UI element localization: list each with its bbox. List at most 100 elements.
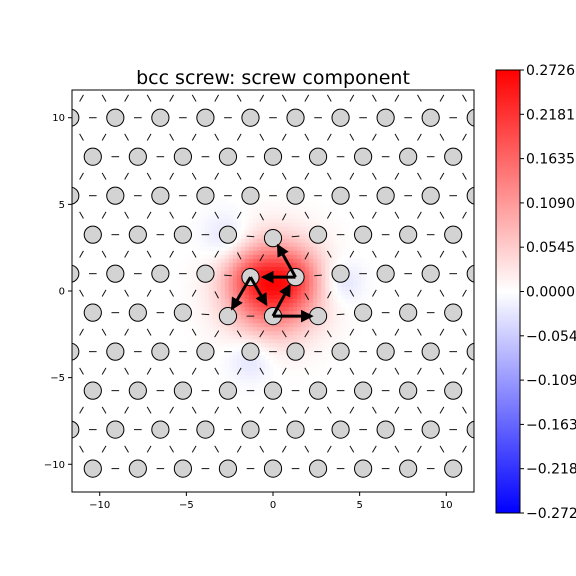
displacement-tick	[79, 328, 84, 336]
heatmap-cell	[244, 226, 250, 232]
heatmap-cell	[309, 355, 314, 360]
displacement-tick	[349, 133, 355, 141]
colorbar-tick-label: −0.1635	[526, 417, 576, 433]
heatmap-cell	[309, 274, 314, 280]
heatmap-cell	[369, 286, 375, 292]
atom	[151, 186, 170, 205]
heatmap-cell	[240, 266, 246, 272]
heatmap-cell	[236, 327, 242, 332]
heatmap-cell	[337, 214, 342, 220]
heatmap-cell	[325, 323, 330, 328]
displacement-tick	[304, 293, 310, 301]
atom	[173, 381, 192, 400]
heatmap-cell	[365, 282, 371, 288]
heatmap-cell	[236, 319, 242, 324]
heatmap-cell	[297, 295, 302, 300]
heatmap-cell	[232, 347, 238, 352]
heatmap-cell	[236, 230, 242, 236]
heatmap-cell	[289, 262, 294, 268]
heatmap-cell	[216, 210, 222, 216]
heatmap-cell	[273, 282, 278, 288]
heatmap-cell	[357, 274, 363, 280]
heatmap-cell	[256, 327, 262, 332]
heatmap-cell	[248, 315, 254, 320]
heatmap-cell	[224, 198, 230, 204]
heatmap-cell	[212, 230, 218, 236]
atom	[218, 381, 238, 400]
heatmap-cell	[313, 303, 318, 308]
heatmap-cell	[309, 270, 314, 276]
heatmap-cell	[252, 335, 258, 340]
displacement-tick	[79, 367, 84, 375]
heatmap-cell	[341, 315, 346, 320]
heatmap-cell	[196, 242, 202, 248]
heatmap-cell	[317, 367, 322, 372]
heatmap-cell	[293, 359, 298, 364]
heatmap-cell	[313, 286, 318, 292]
heatmap-cell	[281, 347, 286, 352]
heatmap-cell	[252, 254, 258, 260]
heatmap-cell	[337, 234, 342, 240]
displacement-tick	[191, 172, 197, 180]
displacement-tick	[304, 445, 310, 453]
heatmap-cell	[236, 254, 242, 260]
heatmap-cell	[321, 202, 326, 208]
heatmap-cell	[325, 266, 330, 272]
heatmap-cell	[333, 262, 338, 268]
heatmap-cell	[289, 363, 294, 368]
heatmap-cell	[301, 379, 306, 385]
heatmap-cell	[333, 258, 338, 264]
heatmap-cell	[325, 339, 330, 344]
y-tick-label: 5	[59, 200, 65, 211]
heatmap-cell	[264, 194, 270, 200]
heatmap-cell	[224, 335, 230, 340]
heatmap-cell	[216, 238, 222, 244]
heatmap-cell	[317, 286, 322, 292]
heatmap-cell	[208, 246, 214, 252]
heatmap-cell	[365, 262, 371, 268]
heatmap-cell	[321, 210, 326, 216]
heatmap-cell	[281, 339, 286, 344]
heatmap-cell	[264, 359, 270, 364]
heatmap-cell	[313, 210, 318, 216]
heatmap-cell	[240, 250, 246, 256]
heatmap-cell	[293, 234, 298, 240]
heatmap-cell	[369, 282, 375, 288]
heatmap-cell	[341, 323, 346, 328]
displacement-tick	[101, 289, 107, 297]
heatmap-cell	[224, 258, 230, 264]
displacement-tick	[124, 289, 129, 297]
heatmap-cell	[248, 311, 254, 316]
heatmap-cell	[224, 254, 230, 260]
heatmap-cell	[260, 347, 266, 352]
atom	[376, 108, 395, 127]
heatmap-cell	[277, 339, 282, 344]
heatmap-cell	[305, 347, 310, 352]
heatmap-cell	[268, 331, 274, 336]
heatmap-cell	[329, 258, 334, 264]
atom	[151, 420, 170, 439]
heatmap-cell	[345, 327, 350, 332]
atom	[263, 459, 283, 478]
heatmap-cell	[317, 291, 322, 296]
heatmap-cell	[216, 258, 222, 264]
heatmap-cell	[313, 246, 318, 252]
heatmap-cell	[309, 303, 314, 308]
heatmap-cell	[349, 266, 354, 272]
heatmap-cell	[349, 339, 354, 344]
heatmap-cell	[204, 335, 210, 340]
heatmap-cell	[240, 367, 246, 372]
heatmap-cell	[212, 307, 218, 312]
heatmap-cell	[289, 303, 294, 308]
heatmap-cell	[240, 371, 246, 377]
heatmap-cell	[297, 371, 302, 377]
displacement-tick	[417, 445, 422, 453]
heatmap-cell	[212, 278, 218, 284]
heatmap-cell	[365, 274, 371, 280]
heatmap-cell	[196, 258, 202, 264]
heatmap-cell	[309, 262, 314, 268]
heatmap-cell	[305, 210, 310, 216]
displacement-tick	[79, 133, 84, 141]
heatmap-cell	[256, 234, 262, 240]
heatmap-cell	[313, 206, 318, 212]
